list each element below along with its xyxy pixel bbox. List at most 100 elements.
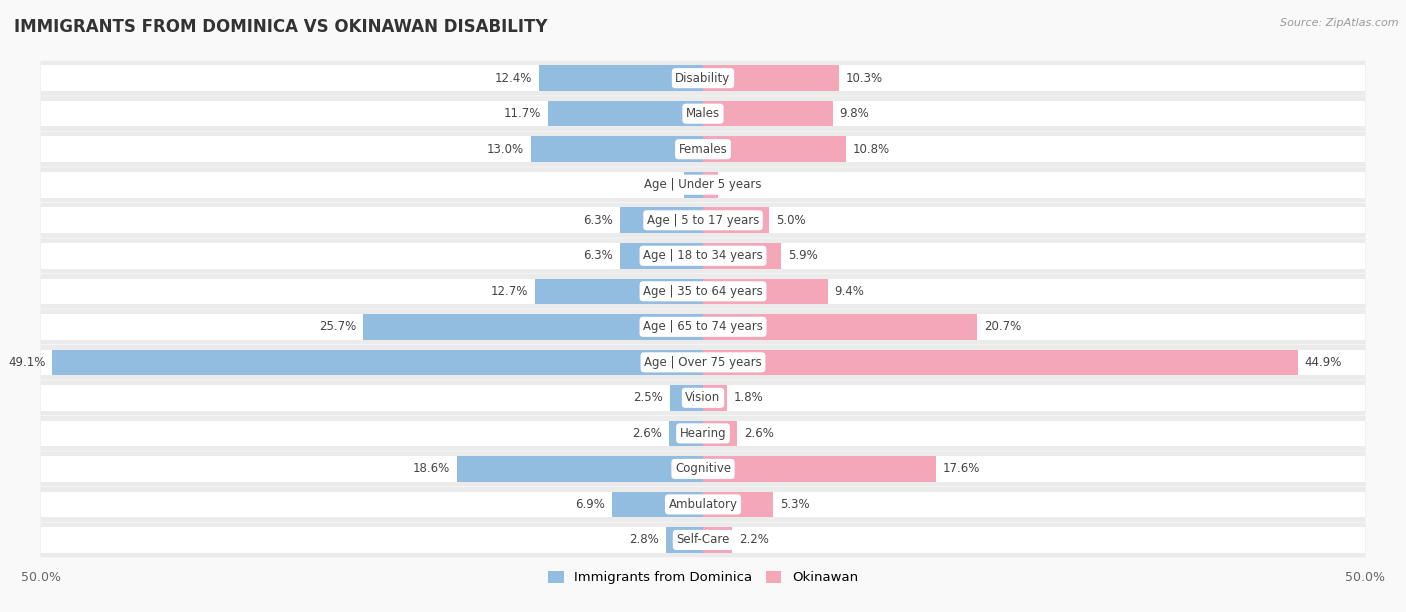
FancyBboxPatch shape [41, 96, 1365, 131]
Text: 2.6%: 2.6% [633, 427, 662, 440]
FancyBboxPatch shape [41, 238, 1365, 273]
FancyBboxPatch shape [41, 310, 1365, 344]
Bar [703, 207, 769, 233]
Bar [41, 207, 703, 233]
Text: Source: ZipAtlas.com: Source: ZipAtlas.com [1281, 18, 1399, 28]
Bar [703, 527, 733, 553]
Bar [41, 101, 703, 127]
Text: Age | 5 to 17 years: Age | 5 to 17 years [647, 214, 759, 227]
Bar [538, 65, 703, 91]
Text: 44.9%: 44.9% [1305, 356, 1341, 369]
Text: Females: Females [679, 143, 727, 155]
Text: 1.4%: 1.4% [648, 178, 678, 191]
Bar [41, 65, 703, 91]
Bar [703, 101, 832, 127]
Bar [703, 314, 977, 340]
Bar [703, 172, 1365, 198]
Bar [703, 278, 828, 304]
Bar [703, 456, 936, 482]
Text: Hearing: Hearing [679, 427, 727, 440]
Text: Disability: Disability [675, 72, 731, 84]
Bar [666, 527, 703, 553]
Bar [703, 278, 1365, 304]
Bar [612, 491, 703, 517]
Bar [703, 527, 1365, 553]
Text: 10.3%: 10.3% [846, 72, 883, 84]
FancyBboxPatch shape [41, 487, 1365, 522]
Text: 20.7%: 20.7% [984, 320, 1021, 334]
Bar [703, 136, 1365, 162]
FancyBboxPatch shape [41, 416, 1365, 451]
Text: 1.1%: 1.1% [724, 178, 754, 191]
Text: Ambulatory: Ambulatory [668, 498, 738, 511]
Text: Age | 65 to 74 years: Age | 65 to 74 years [643, 320, 763, 334]
Text: 2.2%: 2.2% [738, 534, 769, 547]
Bar [703, 385, 1365, 411]
Bar [548, 101, 703, 127]
Text: Age | Under 5 years: Age | Under 5 years [644, 178, 762, 191]
Text: 12.7%: 12.7% [491, 285, 529, 298]
Bar [703, 491, 1365, 517]
Text: Age | Over 75 years: Age | Over 75 years [644, 356, 762, 369]
Bar [41, 491, 703, 517]
FancyBboxPatch shape [41, 132, 1365, 166]
Bar [703, 420, 738, 446]
Text: 17.6%: 17.6% [943, 463, 980, 476]
Text: 5.0%: 5.0% [776, 214, 806, 227]
Text: 6.3%: 6.3% [583, 214, 613, 227]
FancyBboxPatch shape [41, 167, 1365, 202]
Bar [703, 243, 782, 269]
Bar [703, 420, 1365, 446]
Bar [41, 456, 703, 482]
Bar [685, 172, 703, 198]
Text: 9.4%: 9.4% [834, 285, 865, 298]
FancyBboxPatch shape [41, 345, 1365, 380]
FancyBboxPatch shape [41, 452, 1365, 487]
Text: Age | 35 to 64 years: Age | 35 to 64 years [643, 285, 763, 298]
Text: 2.5%: 2.5% [634, 391, 664, 405]
Bar [703, 243, 1365, 269]
Bar [534, 278, 703, 304]
Bar [703, 314, 1365, 340]
Bar [41, 172, 703, 198]
Text: Males: Males [686, 107, 720, 120]
Bar [41, 420, 703, 446]
Text: Age | 18 to 34 years: Age | 18 to 34 years [643, 249, 763, 263]
Text: 6.3%: 6.3% [583, 249, 613, 263]
Bar [669, 420, 703, 446]
Text: 13.0%: 13.0% [486, 143, 524, 155]
Text: 10.8%: 10.8% [852, 143, 890, 155]
Text: 5.9%: 5.9% [787, 249, 817, 263]
FancyBboxPatch shape [41, 381, 1365, 416]
Bar [41, 527, 703, 553]
Bar [703, 491, 773, 517]
Text: 11.7%: 11.7% [503, 107, 541, 120]
Legend: Immigrants from Dominica, Okinawan: Immigrants from Dominica, Okinawan [543, 565, 863, 589]
Bar [457, 456, 703, 482]
Text: 1.8%: 1.8% [734, 391, 763, 405]
FancyBboxPatch shape [41, 61, 1365, 95]
Bar [703, 65, 1365, 91]
Bar [703, 349, 1298, 375]
Bar [531, 136, 703, 162]
Text: IMMIGRANTS FROM DOMINICA VS OKINAWAN DISABILITY: IMMIGRANTS FROM DOMINICA VS OKINAWAN DIS… [14, 18, 547, 36]
Text: 5.3%: 5.3% [780, 498, 810, 511]
FancyBboxPatch shape [41, 274, 1365, 308]
Bar [669, 385, 703, 411]
Bar [703, 172, 717, 198]
Text: 49.1%: 49.1% [8, 356, 46, 369]
Text: 2.8%: 2.8% [630, 534, 659, 547]
FancyBboxPatch shape [41, 203, 1365, 237]
Bar [363, 314, 703, 340]
Bar [703, 65, 839, 91]
Bar [703, 207, 1365, 233]
Text: Cognitive: Cognitive [675, 463, 731, 476]
Bar [41, 136, 703, 162]
Text: 25.7%: 25.7% [319, 320, 356, 334]
Bar [41, 349, 703, 375]
Bar [41, 278, 703, 304]
Text: 6.9%: 6.9% [575, 498, 605, 511]
Text: 18.6%: 18.6% [413, 463, 450, 476]
Bar [620, 243, 703, 269]
Bar [52, 349, 703, 375]
